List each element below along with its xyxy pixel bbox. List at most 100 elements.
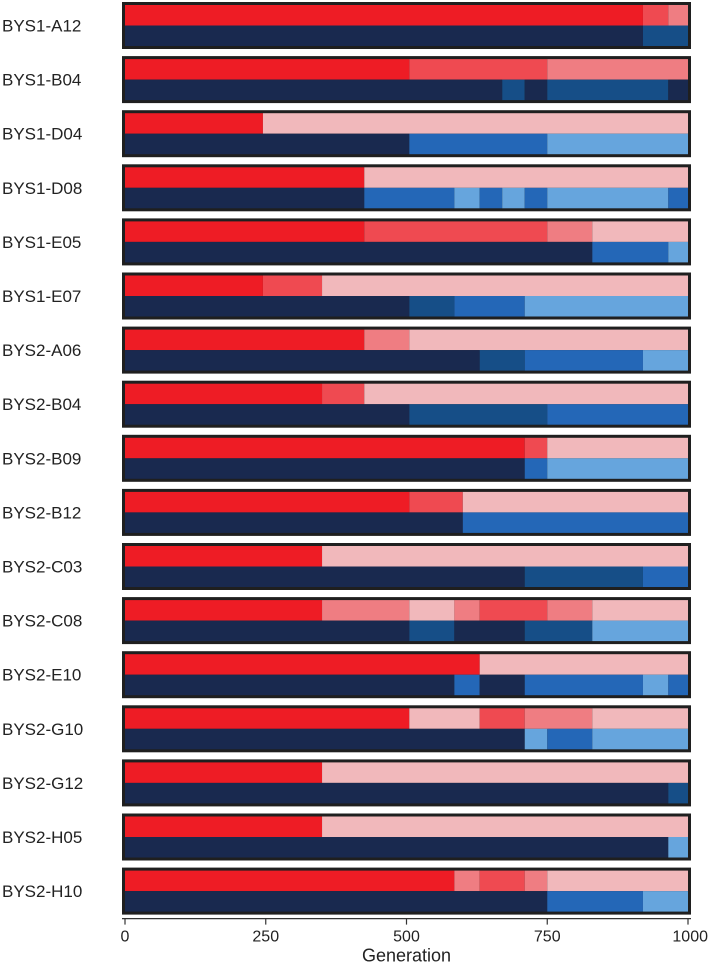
red-segment [592, 708, 688, 729]
blue-segment [642, 25, 688, 46]
blue-segment [125, 674, 455, 696]
blue-segment [409, 296, 455, 317]
red-segment [524, 437, 548, 459]
red-segment [592, 221, 688, 242]
red-segment [262, 275, 323, 296]
row-bys2-h10: BYS2-H10 [2, 867, 691, 915]
red-segment [125, 59, 410, 80]
blue-segment [125, 458, 525, 479]
red-segment [322, 546, 688, 567]
blue-segment [479, 187, 503, 209]
row-bys2-b09: BYS2-B09 [2, 434, 691, 482]
red-segment [322, 600, 410, 621]
blue-segment [409, 404, 548, 425]
blue-segment [125, 512, 463, 533]
red-segment [364, 221, 548, 242]
blue-segment [125, 296, 410, 317]
blue-segment [454, 187, 480, 209]
x-tick-label: 0 [121, 929, 130, 946]
row-bys2-b04: BYS2-B04 [2, 380, 691, 428]
row-label: BYS1-B04 [2, 71, 81, 90]
blue-segment [547, 79, 669, 101]
red-segment [322, 762, 688, 783]
x-tick-label: 750 [534, 929, 561, 946]
row-bys1-d08: BYS1-D08 [2, 164, 691, 212]
blue-segment [547, 891, 643, 912]
red-segment [547, 600, 593, 621]
red-segment [547, 437, 688, 459]
red-segment [364, 383, 688, 405]
blue-segment [454, 674, 480, 696]
blue-segment [462, 512, 688, 533]
blue-segment [642, 891, 688, 912]
red-segment [125, 167, 365, 188]
blue-segment [547, 458, 688, 479]
red-segment [454, 600, 480, 621]
blue-segment [668, 241, 688, 263]
x-ticks: 0 250 500 750 1000 [121, 918, 708, 946]
blue-segment [524, 350, 643, 371]
blue-segment [668, 187, 688, 209]
red-segment [322, 816, 688, 837]
red-segment [409, 491, 463, 513]
x-axis: 0 250 500 750 1000 Generation [121, 917, 708, 966]
blue-segment [454, 296, 525, 317]
blue-segment [479, 674, 525, 696]
red-segment [454, 870, 480, 892]
blue-segment [125, 241, 593, 263]
red-segment [125, 708, 410, 729]
blue-segment [642, 566, 688, 587]
blue-segment [592, 241, 669, 263]
red-segment [479, 600, 548, 621]
red-segment [364, 167, 688, 188]
blue-segment [524, 458, 548, 479]
blue-segment [642, 350, 688, 371]
row-bys1-d04: BYS1-D04 [2, 110, 691, 158]
blue-segment [409, 620, 455, 642]
blue-segment [592, 728, 688, 750]
red-segment [125, 600, 323, 621]
row-label: BYS2-B12 [2, 503, 81, 522]
red-segment [125, 654, 480, 675]
blue-segment [524, 674, 643, 696]
red-segment [642, 5, 669, 26]
red-segment [125, 870, 455, 892]
blue-segment [668, 782, 688, 804]
red-segment [322, 383, 365, 405]
row-label: BYS2-B04 [2, 395, 81, 414]
blue-segment [547, 187, 669, 209]
red-segment [479, 870, 525, 892]
red-segment [125, 5, 643, 26]
blue-segment [125, 891, 548, 912]
x-axis-label: Generation [362, 946, 451, 966]
row-bys2-h05: BYS2-H05 [2, 813, 691, 861]
blue-segment [364, 187, 455, 209]
red-segment [262, 113, 688, 134]
blue-segment [642, 674, 669, 696]
red-segment [125, 221, 365, 242]
red-segment [125, 275, 263, 296]
row-label: BYS1-A12 [2, 17, 81, 36]
red-segment [462, 491, 688, 513]
row-label: BYS2-B09 [2, 449, 81, 468]
row-bys1-b04: BYS1-B04 [2, 56, 691, 104]
blue-segment [668, 674, 688, 696]
row-label: BYS1-D08 [2, 179, 82, 198]
row-label: BYS2-E10 [2, 666, 81, 685]
blue-segment [524, 296, 688, 317]
blue-segment [125, 728, 525, 750]
row-label: BYS2-A06 [2, 341, 81, 360]
red-segment [479, 708, 525, 729]
row-label: BYS2-G10 [2, 720, 83, 739]
blue-segment [125, 133, 410, 155]
blue-segment [524, 79, 548, 101]
red-segment [409, 600, 455, 621]
blue-segment [125, 187, 365, 209]
blue-segment [524, 566, 643, 587]
row-label: BYS2-H10 [2, 882, 82, 901]
red-segment [125, 491, 410, 513]
blue-segment [125, 837, 669, 858]
row-label: BYS2-G12 [2, 774, 83, 793]
